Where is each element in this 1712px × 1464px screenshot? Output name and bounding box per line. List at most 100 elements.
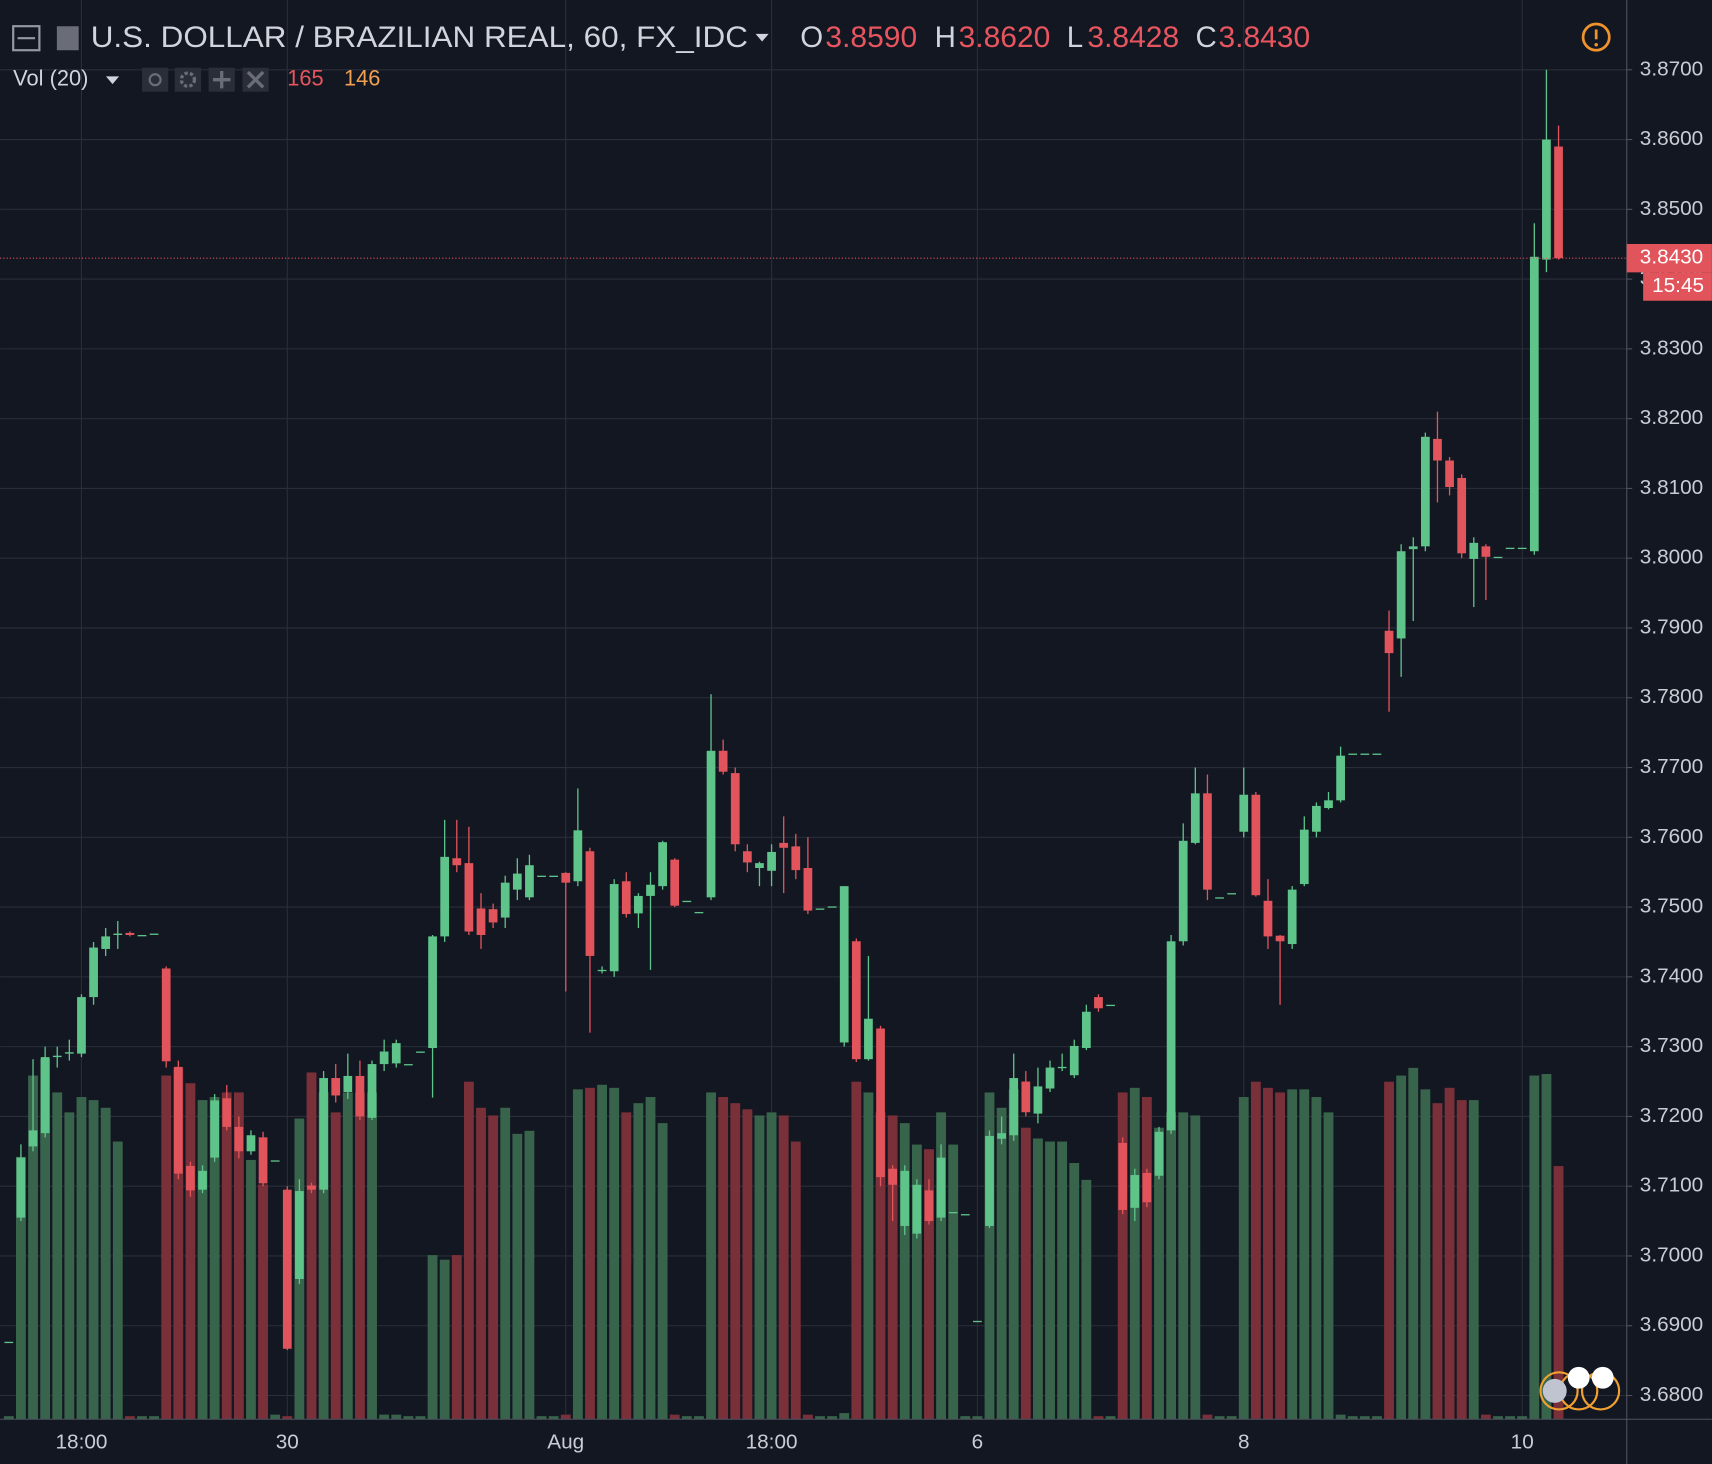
candle-body (1433, 438, 1442, 461)
volume-bar (1166, 1112, 1177, 1420)
candle-body (1481, 546, 1491, 557)
volume-bar (1359, 1416, 1370, 1420)
remove-icon (246, 70, 265, 89)
candle-body (815, 908, 825, 910)
candle-body (803, 868, 813, 911)
x-tick-label: 6 (972, 1431, 984, 1454)
volume-bar (911, 1144, 922, 1420)
volume-bar (330, 1112, 341, 1420)
volume-bar (1081, 1179, 1092, 1420)
candle-body (28, 1130, 38, 1147)
candle-body (876, 1028, 885, 1178)
volume-bar (1141, 1097, 1152, 1420)
candle-body (985, 1135, 994, 1226)
x-tick-label: 8 (1238, 1431, 1250, 1454)
candle-body (367, 1064, 377, 1118)
volume-bar (1178, 1112, 1189, 1420)
candle-body (561, 872, 571, 883)
volume-bar (403, 1416, 414, 1420)
volume-bar (379, 1414, 390, 1420)
y-tick-label: 3.7600 (1640, 825, 1703, 848)
candle-body (960, 1214, 970, 1216)
countdown-box (1643, 272, 1712, 301)
ohlc-key: L (1067, 21, 1083, 54)
visibility-button[interactable] (142, 67, 169, 92)
volume-bar (827, 1416, 838, 1420)
candle-body (1517, 547, 1527, 550)
volume-bar (258, 1184, 268, 1420)
volume-bar (1238, 1097, 1249, 1420)
candle-body (694, 911, 704, 914)
volume-bar (197, 1100, 208, 1420)
volume-bar (439, 1259, 450, 1420)
volume-bar (851, 1081, 862, 1420)
candle-body (1336, 755, 1345, 801)
visibility-icon (148, 73, 162, 87)
candle-body (270, 1160, 280, 1162)
candle-body (864, 1018, 873, 1060)
volume-pane (3, 1058, 1564, 1420)
y-tick-label: 3.8700 (1640, 57, 1703, 80)
candle-body (839, 886, 849, 1043)
candle-body (416, 1051, 425, 1053)
candle-body (827, 906, 837, 908)
volume-bar (1493, 1416, 1503, 1420)
volume-bar (972, 1416, 983, 1420)
volume-bar (1202, 1414, 1213, 1420)
candle-body (1529, 256, 1539, 552)
x-tick-label: 30 (276, 1431, 299, 1454)
dropdown-caret[interactable] (755, 33, 769, 42)
volume-dropdown[interactable] (105, 76, 120, 85)
candle-body (1118, 1142, 1128, 1210)
volume-title: Vol (20) (13, 65, 88, 90)
candle-body (403, 1064, 413, 1066)
candle-body (997, 1133, 1006, 1139)
candle-body (210, 1100, 220, 1158)
y-tick-label: 3.7800 (1640, 685, 1703, 708)
settings-icon (179, 71, 197, 88)
volume-bar (1214, 1416, 1225, 1420)
volume-bar (1480, 1414, 1491, 1420)
settings-button[interactable] (174, 67, 201, 92)
volume-bar (706, 1092, 716, 1420)
candle-body (1469, 542, 1479, 559)
candle-body (1106, 1004, 1115, 1007)
volume-bar (681, 1416, 692, 1420)
candle-body (573, 830, 583, 882)
volume-bar (657, 1123, 668, 1420)
candle-body (1445, 460, 1454, 488)
candle-body (64, 1052, 74, 1054)
volume-bar (1033, 1138, 1043, 1420)
collapse-icon[interactable] (12, 25, 41, 52)
volume-bar (1129, 1087, 1140, 1420)
volume-bar (1045, 1141, 1055, 1420)
volume-bar (476, 1107, 486, 1420)
candle-body (1457, 477, 1467, 554)
y-tick-label: 3.7200 (1640, 1104, 1703, 1127)
candle-body (1542, 139, 1551, 260)
candle-body (89, 947, 98, 998)
y-tick-label: 3.7900 (1640, 615, 1703, 638)
volume-bar (282, 1416, 293, 1420)
volume-bar (1093, 1416, 1104, 1420)
ohlc-value: 3.8428 (1087, 21, 1179, 54)
candle-body (246, 1135, 256, 1152)
last-price-box (1626, 243, 1712, 273)
candle-body (173, 1066, 183, 1174)
y-tick-label: 3.8100 (1640, 476, 1703, 499)
alert-icon[interactable] (1581, 22, 1611, 52)
y-tick-label: 3.7500 (1640, 895, 1703, 918)
ohlc-key: O (800, 21, 823, 54)
volume-bar (621, 1112, 632, 1420)
volume-bar (609, 1087, 620, 1420)
volume-bar (1408, 1067, 1419, 1420)
event-count-icon (1591, 1366, 1614, 1389)
candle-body (742, 851, 752, 863)
volume-bar (1299, 1089, 1310, 1420)
volume-bar (367, 1092, 377, 1420)
candle-body (476, 908, 486, 935)
event-icon[interactable] (1539, 1371, 1579, 1411)
volume-value: 165 (287, 65, 323, 90)
candle-body (77, 997, 86, 1054)
volume-bar (1154, 1127, 1164, 1420)
